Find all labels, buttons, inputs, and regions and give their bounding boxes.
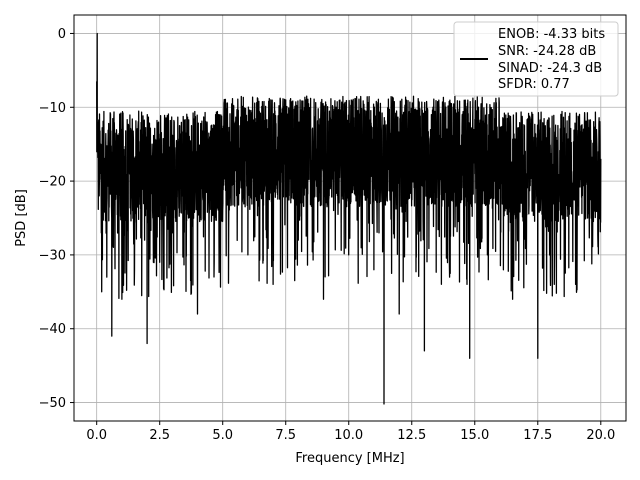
x-tick-label: 12.5 [397, 428, 426, 443]
x-tick-label: 15.0 [460, 428, 489, 443]
legend: ENOB: -4.33 bits SNR: -24.28 dB SINAD: -… [453, 21, 619, 97]
series-layer [96, 32, 602, 405]
x-tick-label: 2.5 [149, 428, 170, 443]
x-axis-ticks: 0.0 2.5 5.0 7.5 10.0 12.5 15.0 17.5 20.0 [86, 421, 615, 443]
y-axis-label: PSD [dB] [14, 189, 29, 247]
legend-sinad: SINAD: -24.3 dB [498, 61, 602, 76]
x-axis-label: Frequency [MHz] [295, 451, 404, 466]
legend-snr: SNR: -24.28 dB [498, 44, 596, 59]
y-tick-label: −50 [39, 396, 66, 411]
x-tick-label: 20.0 [586, 428, 615, 443]
plot-area [96, 32, 602, 405]
x-tick-label: 0.0 [86, 428, 107, 443]
x-tick-label: 17.5 [523, 428, 552, 443]
axes-frame [73, 14, 627, 422]
y-axis-ticks: 0 −10 −20 −30 −40 −50 [39, 27, 74, 411]
y-tick-label: −10 [39, 101, 66, 116]
x-tick-label: 7.5 [275, 428, 296, 443]
y-tick-label: −40 [39, 322, 66, 337]
x-tick-label: 10.0 [334, 428, 363, 443]
legend-enob: ENOB: -4.33 bits [498, 27, 605, 42]
x-tick-label: 5.0 [212, 428, 233, 443]
legend-box [453, 21, 619, 97]
y-tick-label: −30 [39, 248, 66, 263]
y-tick-label: −20 [39, 175, 66, 190]
y-tick-label: 0 [58, 27, 66, 42]
legend-sfdr: SFDR: 0.77 [498, 77, 570, 92]
psd-series-line [96, 32, 602, 405]
